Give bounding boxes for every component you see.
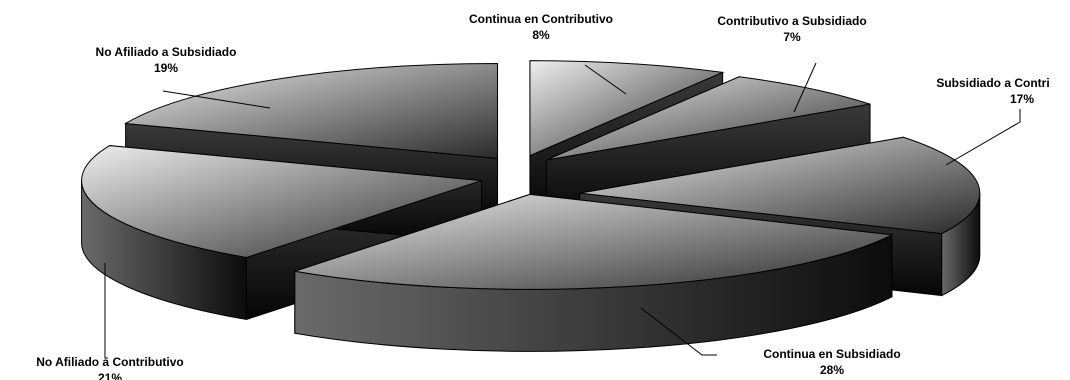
slice-label-subsidiado-a-contri: Subsidiado a Contri	[936, 76, 1049, 90]
slices-layer	[81, 60, 981, 352]
slice-label-no-afiliado-a-contributivo: No Afiliado a Contributivo	[36, 355, 184, 369]
slice-label-continua-en-subsidiado: Continua en Subsidiado	[763, 347, 900, 361]
slice-value-subsidiado-a-contri: 17%	[1010, 92, 1034, 106]
slice-value-continua-en-contributivo: 8%	[532, 28, 550, 42]
slice-label-no-afiliado-a-subsidiado: No Afiliado a Subsidiado	[96, 45, 237, 59]
leader-line-no-afiliado-a-contributivo	[104, 263, 108, 359]
leader-line-subsidiado-a-contri	[945, 109, 1021, 166]
pie-slice-continua-en-subsidiado	[294, 193, 894, 352]
labels-layer: Continua en Contributivo 8% Contributivo…	[36, 12, 1049, 380]
leader-line-contributivo-a-subsidiado	[793, 62, 817, 113]
slice-value-contributivo-a-subsidiado: 7%	[783, 30, 801, 44]
slice-label-continua-en-contributivo: Continua en Contributivo	[469, 12, 613, 26]
slice-value-no-afiliado-a-contributivo: 21%	[98, 371, 122, 380]
slice-value-continua-en-subsidiado: 28%	[820, 363, 844, 377]
leader-line-no-afiliado-a-subsidiado	[162, 90, 271, 109]
slice-value-no-afiliado-a-subsidiado: 19%	[154, 61, 178, 75]
leader-lines	[104, 62, 1021, 359]
leader-line-continua-en-contributivo	[584, 64, 627, 95]
leader-line-continua-en-subsidiado	[640, 307, 717, 356]
slice-label-contributivo-a-subsidiado: Contributivo a Subsidiado	[717, 14, 866, 28]
